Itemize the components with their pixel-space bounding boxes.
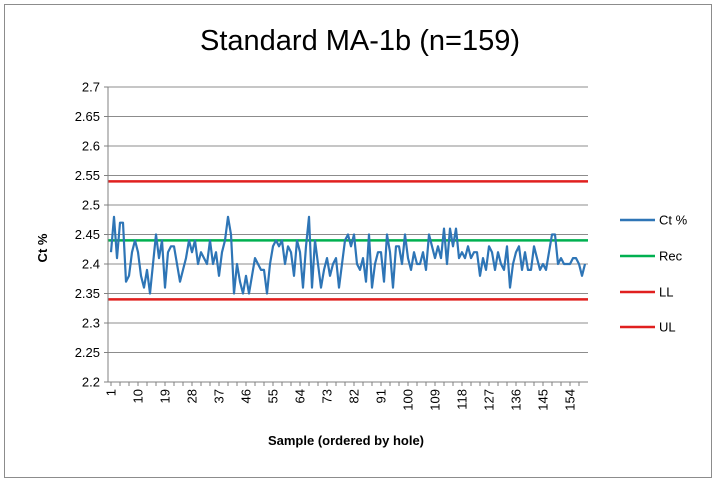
y-tick-label: 2.65 <box>75 109 100 124</box>
legend-label: Rec <box>659 249 683 264</box>
y-tick-label: 2.55 <box>75 168 100 183</box>
y-tick-label: 2.2 <box>82 375 100 390</box>
x-tick-label: 100 <box>401 389 416 411</box>
x-tick-label: 19 <box>158 389 173 403</box>
x-tick-label: 55 <box>266 389 281 403</box>
series-line-ct <box>109 215 587 295</box>
y-tick-label: 2.4 <box>82 257 100 272</box>
chart-title: Standard MA-1b (n=159) <box>200 25 520 57</box>
gridlines <box>104 86 588 383</box>
legend-label: UL <box>659 320 676 335</box>
y-tick-label: 2.6 <box>82 139 100 154</box>
y-tick-label: 2.45 <box>75 227 100 242</box>
x-tick-label: 73 <box>320 389 335 403</box>
y-tick-label: 2.35 <box>75 286 100 301</box>
y-tick-label: 2.25 <box>75 345 100 360</box>
x-tick-label: 154 <box>563 389 578 411</box>
y-tick-label: 2.7 <box>82 80 100 95</box>
legend-label: Ct % <box>659 213 688 228</box>
y-tick-label: 2.5 <box>82 198 100 213</box>
x-tick-label: 64 <box>293 389 308 403</box>
x-tick-label: 127 <box>482 389 497 411</box>
x-tick-label: 145 <box>536 389 551 411</box>
y-axis-title: Ct % <box>35 233 50 262</box>
x-tick-label: 82 <box>347 389 362 403</box>
x-tick-labels: 1 10 19 28 37 46 55 64 73 82 91 100 109 118 127 136 145 1… <box>104 382 580 411</box>
x-tick-label: 37 <box>212 389 227 403</box>
y-tick-labels: 2.2 2.25 2.3 2.35 2.4 2.45 2.5 2.55 2.6 2.65 2.7 <box>75 80 100 390</box>
y-tick-label: 2.3 <box>82 316 100 331</box>
x-tick-label: 136 <box>509 389 524 411</box>
legend-label: LL <box>659 285 673 300</box>
x-tick-label: 46 <box>239 389 254 403</box>
x-tick-label: 91 <box>374 389 389 403</box>
x-tick-label: 118 <box>455 389 470 410</box>
x-tick-label: 109 <box>428 389 443 411</box>
x-axis-title: Sample (ordered by hole) <box>268 433 424 448</box>
x-tick-label: 28 <box>185 389 200 403</box>
x-tick-label: 10 <box>131 389 146 403</box>
legend: Ct % Rec LL UL <box>620 213 688 335</box>
x-tick-label: 1 <box>104 389 119 396</box>
